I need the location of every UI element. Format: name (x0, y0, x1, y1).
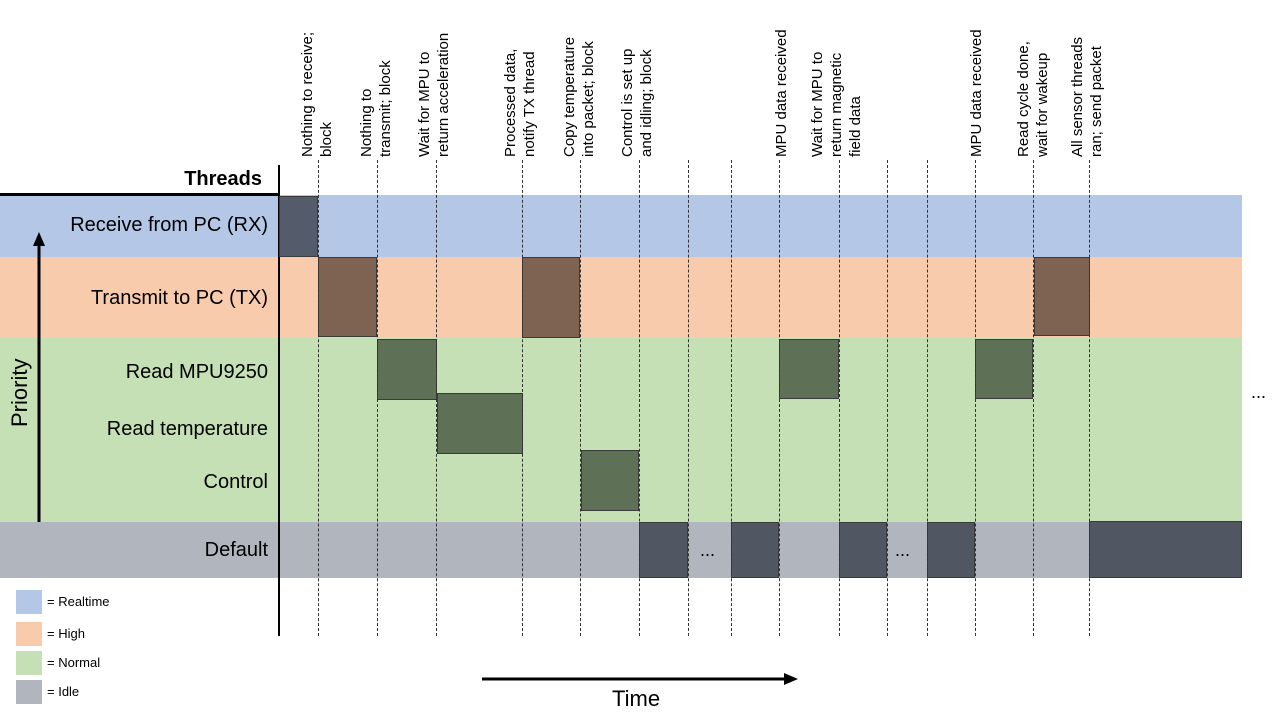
time-marker (436, 160, 437, 636)
event-note: Wait for MPU to return acceleration (416, 32, 452, 157)
legend-label-normal: = Normal (47, 655, 101, 670)
priority-label: Priority (7, 358, 32, 427)
time-marker (975, 160, 976, 636)
event-note: Nothing to receive; block (299, 31, 335, 157)
legend-label-idle: = Idle (47, 684, 80, 699)
time-marker (522, 160, 523, 636)
tx-run-block-1 (318, 257, 377, 337)
time-arrow (482, 673, 798, 685)
time-label: Time (612, 686, 661, 711)
mpu-run-block-3 (975, 339, 1033, 399)
ellipsis-1: ... (700, 540, 716, 560)
default-run-block-5 (1089, 521, 1242, 578)
row-label-control: Control (203, 471, 268, 493)
mpu-run-block-1 (377, 339, 437, 400)
legend-swatch-realtime (16, 590, 42, 614)
time-marker (580, 160, 581, 636)
legend-swatch-normal (16, 651, 42, 675)
legend-label-high: = High (47, 626, 85, 641)
header-line (0, 193, 280, 196)
event-note: MPU data received (968, 29, 985, 157)
time-marker (639, 160, 640, 636)
tx-run-block-3 (1034, 257, 1090, 336)
row-label-mpu: Read MPU9250 (125, 361, 268, 383)
temp-run-block (437, 393, 523, 454)
default-run-block-1 (639, 522, 688, 578)
event-note: Control is set up and idling; block (619, 48, 655, 157)
time-marker (318, 160, 319, 636)
priority-arrow (33, 232, 45, 522)
time-marker (887, 160, 888, 636)
mpu-run-block-2 (779, 339, 839, 399)
time-marker (927, 160, 928, 636)
ellipsis-2: ... (895, 540, 911, 560)
time-marker (779, 160, 780, 636)
band-realtime (0, 195, 1242, 257)
tx-run-block-2 (522, 257, 580, 338)
threads-header: Threads (184, 168, 262, 190)
event-note: All sensor threads ran; send packet (1069, 36, 1105, 157)
time-marker (688, 160, 689, 636)
legend-swatch-idle (16, 680, 42, 704)
legend-label-realtime: = Realtime (47, 594, 110, 609)
row-label-rx: Receive from PC (RX) (70, 214, 268, 236)
control-run-block (581, 450, 639, 511)
row-label-tx: Transmit to PC (TX) (90, 287, 268, 309)
event-note: MPU data received (773, 29, 790, 157)
default-run-block-2 (731, 522, 779, 578)
event-note: Wait for MPU to return magnetic field data (809, 51, 864, 157)
event-note: Processed data, notify TX thread (502, 48, 538, 157)
time-marker (377, 160, 378, 636)
default-run-block-3 (839, 522, 887, 578)
time-marker (839, 160, 840, 636)
thread-column-divider (278, 165, 280, 636)
time-marker (1033, 160, 1034, 636)
event-note: Nothing to transmit; block (358, 60, 394, 157)
ellipsis-3: ... (1251, 382, 1267, 402)
event-note: Read cycle done, wait for wakeup (1015, 41, 1051, 157)
row-label-default: Default (204, 539, 268, 561)
time-marker (1089, 160, 1090, 636)
legend-swatch-high (16, 622, 42, 646)
rx-run-block (279, 196, 318, 257)
time-marker (731, 160, 732, 636)
event-note: Copy temperature into packet; block (561, 36, 597, 157)
row-label-temp: Read temperature (106, 418, 268, 440)
band-idle (0, 522, 1242, 578)
default-run-block-4 (927, 522, 975, 578)
